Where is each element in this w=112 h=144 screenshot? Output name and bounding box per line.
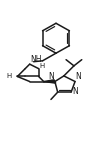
Text: N: N (72, 87, 78, 96)
Text: H: H (39, 63, 44, 69)
Text: N: N (76, 72, 81, 81)
Text: N: N (49, 72, 54, 81)
Polygon shape (44, 80, 56, 83)
Text: NH: NH (30, 55, 42, 64)
Text: H: H (6, 73, 12, 79)
